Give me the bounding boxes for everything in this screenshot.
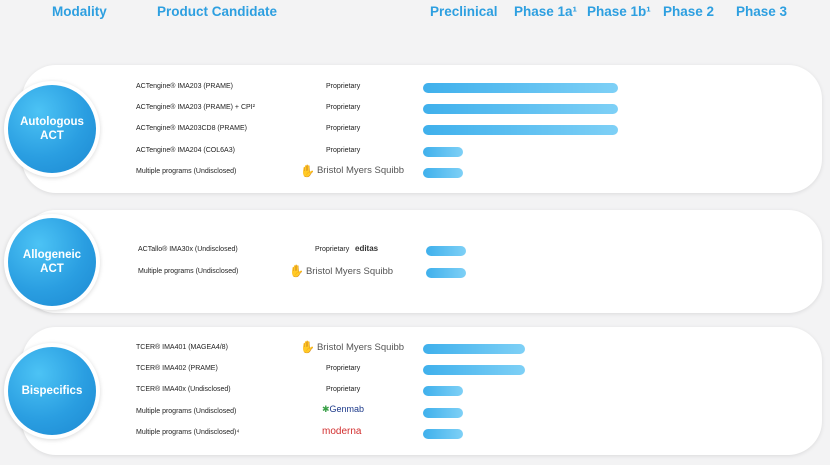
modality-badge-circle: Autologous ACT: [8, 85, 96, 173]
product-name: ACTengine® IMA204 (COL6A3): [136, 146, 235, 154]
progress-bar: [423, 104, 618, 115]
table-row: Multiple programs (Undisclosed) ✋ Bristol …: [0, 164, 830, 180]
genmab-leaf-icon: ✱: [322, 403, 330, 414]
progress-bar: [426, 246, 466, 256]
bristol-myers-squibb-logo: ✋ Bristol Myers Squibb: [300, 164, 404, 178]
partner-label: Proprietary: [315, 246, 350, 253]
product-name: TCER® IMA401 (MAGEA4/8): [136, 344, 228, 351]
bms-hand-icon: ✋: [300, 163, 315, 178]
bms-hand-icon: ✋: [289, 264, 304, 278]
partner-label: Proprietary: [326, 83, 361, 90]
moderna-logo: moderna: [322, 425, 362, 437]
partner-label: Proprietary: [326, 386, 361, 394]
progress-bar: [423, 386, 463, 397]
bristol-myers-squibb-logo: ✋ Bristol Myers Squibb: [289, 264, 393, 278]
header-phase-2: Phase 2: [663, 4, 715, 19]
product-name: Multiple programs (Undisclosed): [136, 407, 237, 415]
progress-bar: [423, 344, 525, 354]
product-name: Multiple programs (Undisclosed)⁴: [136, 428, 240, 436]
modality-badge-circle: Allogeneic ACT: [8, 217, 96, 306]
table-row: TCER® IMA402 (PRAME) Proprietary: [0, 361, 830, 377]
table-row: ACTengine® IMA203 (PRAME) Proprietary: [0, 79, 830, 95]
product-name: ACTengine® IMA203CD8 (PRAME): [136, 125, 247, 133]
partner-label: Bristol Myers Squibb: [305, 265, 394, 277]
header-preclinical: Preclinical: [430, 4, 498, 19]
product-name: Multiple programs (Undisclosed): [136, 167, 237, 175]
progress-bar: [423, 407, 463, 418]
pipeline-card: [22, 327, 822, 455]
partner-label: Proprietary: [326, 125, 361, 133]
progress-bar: [423, 83, 618, 93]
modality-badge: Autologous ACT: [4, 81, 100, 177]
modality-badge: Bispecifics: [4, 343, 100, 439]
progress-bar: [423, 167, 463, 178]
header-modality: Modality: [52, 4, 107, 19]
header-phase-3: Phase 3: [736, 4, 788, 19]
modality-label: Autologous ACT: [20, 116, 84, 142]
modality-label: Allogeneic ACT: [22, 248, 82, 275]
table-row: Multiple programs (Undisclosed) ✋ Bristol …: [0, 264, 830, 280]
bms-hand-icon: ✋: [300, 340, 315, 354]
table-row: ACTengine® IMA203 (PRAME) + CPI² Propriet…: [0, 100, 830, 116]
header-phase-1a: Phase 1a¹: [514, 4, 578, 19]
product-name: TCER® IMA40x (Undisclosed): [136, 386, 231, 394]
partner-label: Proprietary: [326, 104, 361, 112]
product-name: ACTallo® IMA30x (Undisclosed): [138, 246, 238, 253]
pipeline-card: [22, 65, 822, 193]
product-name: Multiple programs (Undisclosed): [138, 268, 239, 275]
pipeline-card: [22, 210, 822, 313]
table-row: Multiple programs (Undisclosed) ✱Genmab: [0, 404, 830, 420]
partner-label: Bristol Myers Squibb: [316, 165, 405, 177]
bristol-myers-squibb-logo: ✋ Bristol Myers Squibb: [300, 340, 404, 354]
table-row: TCER® IMA401 (MAGEA4/8) ✋ Bristol Myers Sq…: [0, 340, 830, 356]
product-name: TCER® IMA402 (PRAME): [136, 365, 218, 373]
partner-label: Proprietary: [326, 146, 361, 154]
product-name: ACTengine® IMA203 (PRAME): [136, 83, 233, 90]
modality-label: Bispecifics: [21, 385, 83, 397]
table-row: ACTengine® IMA203CD8 (PRAME) Proprietary: [0, 121, 830, 137]
progress-bar: [426, 268, 466, 278]
progress-bar: [423, 428, 463, 439]
table-row: ACTengine® IMA204 (COL6A3) Proprietary: [0, 143, 830, 159]
modality-badge-circle: Bispecifics: [8, 347, 96, 435]
genmab-logo: ✱Genmab: [322, 404, 364, 415]
table-row: TCER® IMA40x (Undisclosed) Proprietary: [0, 382, 830, 398]
header-product-candidate: Product Candidate: [157, 4, 278, 19]
progress-bar: [423, 146, 463, 157]
progress-bar: [423, 365, 525, 376]
partner-label: Proprietary: [326, 365, 361, 373]
partner-label: Genmab: [329, 403, 365, 414]
partner-label: Bristol Myers Squibb: [316, 341, 405, 353]
product-name: ACTengine® IMA203 (PRAME) + CPI²: [136, 104, 255, 112]
header-phase-1b: Phase 1b¹: [587, 4, 651, 19]
progress-bar: [423, 125, 618, 136]
table-row: ACTallo® IMA30x (Undisclosed) Proprietary…: [0, 242, 830, 258]
modality-badge: Allogeneic ACT: [4, 213, 100, 310]
editas-logo: editas: [355, 244, 379, 253]
table-row: Multiple programs (Undisclosed)⁴ moderna: [0, 425, 830, 441]
